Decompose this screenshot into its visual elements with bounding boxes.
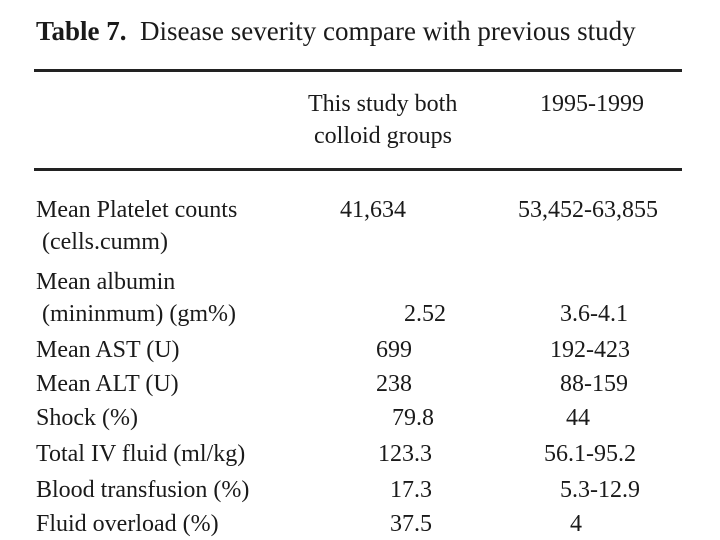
cell-this-study: 699 [376, 337, 412, 363]
column-header-previous: 1995-1999 [540, 91, 644, 117]
row-label-fluid-overload: Fluid overload (%) [36, 511, 219, 537]
cell-previous: 44 [566, 405, 590, 431]
cell-previous: 53,452-63,855 [518, 197, 658, 223]
cell-this-study: 79.8 [392, 405, 434, 431]
row-label-iv-fluid: Total IV fluid (ml/kg) [36, 441, 246, 467]
row-label-ast: Mean AST (U) [36, 337, 180, 363]
cell-previous: 56.1-95.2 [544, 441, 636, 467]
cell-previous: 5.3-12.9 [560, 477, 640, 503]
cell-this-study: 2.52 [404, 301, 446, 327]
column-header-this-study: This study both colloid groups [308, 88, 457, 152]
table-number: Table 7. [36, 16, 127, 46]
row-label-line: Mean Platelet counts [36, 197, 238, 223]
row-label-transfusion: Blood transfusion (%) [36, 477, 250, 503]
table-caption: Table 7. Disease severity compare with p… [36, 16, 636, 47]
cell-this-study: 123.3 [378, 441, 432, 467]
row-label-line: (mininmum) (gm%) [36, 301, 236, 327]
row-label-shock: Shock (%) [36, 405, 138, 431]
row-label-line: Mean albumin [36, 269, 176, 295]
column-header-line: This study both [308, 91, 458, 117]
table-title: Disease severity compare with previous s… [140, 16, 636, 46]
header-rule [34, 168, 682, 171]
row-label-platelet: Mean Platelet counts (cells.cumm) [36, 194, 237, 258]
column-header-line: colloid groups [314, 123, 452, 149]
top-rule [34, 69, 682, 72]
row-label-alt: Mean ALT (U) [36, 371, 179, 397]
cell-previous: 192-423 [550, 337, 630, 363]
row-label-albumin: Mean albumin (mininmum) (gm%) [36, 266, 236, 330]
cell-this-study: 41,634 [340, 197, 406, 223]
cell-this-study: 37.5 [390, 511, 432, 537]
cell-previous: 88-159 [560, 371, 628, 397]
cell-this-study: 238 [376, 371, 412, 397]
row-label-line: (cells.cumm) [36, 229, 168, 255]
cell-previous: 3.6-4.1 [560, 301, 628, 327]
cell-previous: 4 [570, 511, 582, 537]
cell-this-study: 17.3 [390, 477, 432, 503]
